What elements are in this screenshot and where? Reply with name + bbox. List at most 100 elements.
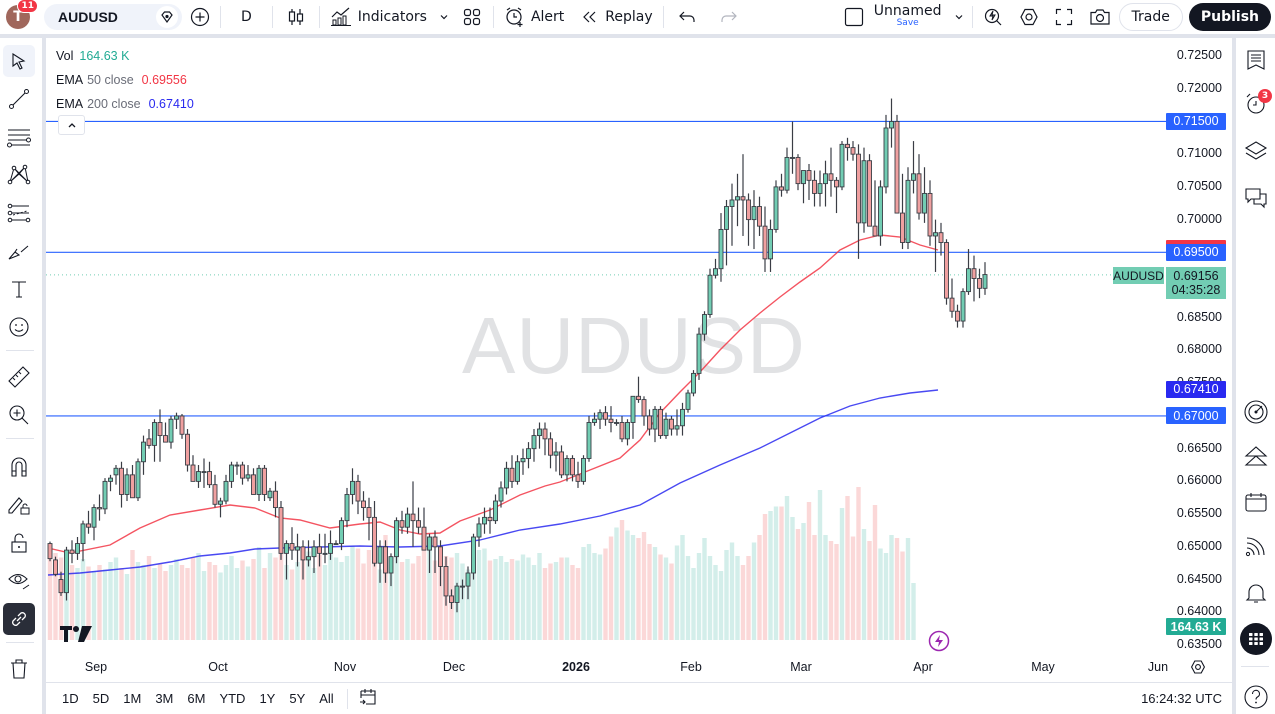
range-1d[interactable]: 1D: [62, 691, 79, 706]
products-button[interactable]: [1240, 623, 1272, 655]
help-button[interactable]: [1240, 681, 1272, 713]
price-axis-label: 0.68000: [1176, 342, 1222, 357]
price-chart[interactable]: [46, 38, 1232, 682]
object-tree-button[interactable]: [1240, 135, 1272, 167]
layers-icon: [1244, 141, 1268, 160]
target-button[interactable]: [1240, 396, 1272, 428]
projection-icon: [7, 203, 31, 223]
toolbar-divider: [492, 6, 494, 28]
range-ytd[interactable]: YTD: [219, 691, 246, 706]
range-1y[interactable]: 1Y: [259, 691, 276, 706]
lightning-indicator[interactable]: [928, 630, 950, 656]
user-avatar[interactable]: T 11: [6, 0, 38, 29]
range-5d[interactable]: 5D: [92, 691, 110, 706]
toolbar-divider: [346, 688, 348, 709]
range-5y[interactable]: 5Y: [289, 691, 306, 706]
indicators-button[interactable]: Indicators: [322, 0, 435, 35]
interval-button[interactable]: D: [223, 0, 270, 35]
fib-tool[interactable]: [3, 121, 35, 153]
legend-collapse-button[interactable]: [58, 115, 85, 135]
text-icon: [12, 281, 26, 298]
compare-symbol-button[interactable]: [182, 0, 218, 35]
ideas-button[interactable]: [1240, 440, 1272, 472]
tradingview-logo[interactable]: [60, 626, 92, 646]
cursor-tool[interactable]: [3, 45, 35, 77]
rewind-icon: [583, 11, 596, 23]
price-axis-label: 0.70500: [1176, 178, 1222, 193]
chevron-down-icon: [440, 15, 448, 20]
tradingview-logo-icon: [60, 626, 92, 642]
alert-button[interactable]: Alert: [496, 0, 572, 35]
settings-button[interactable]: [1011, 0, 1047, 35]
chart-type-button[interactable]: [275, 0, 317, 35]
legend-ema50-value: 0.69556: [141, 73, 187, 87]
zoom-in-tool[interactable]: [3, 399, 35, 431]
hide-drawings-tool[interactable]: [3, 565, 35, 597]
legend-vol-value: 164.63 K: [79, 49, 130, 63]
toolbar-divider: [6, 350, 34, 351]
news-button[interactable]: [1240, 531, 1272, 563]
avatar-letter: T: [13, 9, 23, 25]
axis-settings-button[interactable]: [1190, 659, 1206, 679]
alarm-clock-icon: [1246, 93, 1265, 114]
legend-ema200[interactable]: EMA 200 close 0.67410: [56, 92, 194, 116]
notification-badge: 11: [17, 0, 38, 13]
fullscreen-button[interactable]: [1047, 0, 1081, 35]
price-line-tag: 0.67000: [1166, 407, 1226, 425]
measure-tool[interactable]: [3, 361, 35, 393]
lock-drawings-tool[interactable]: [3, 489, 35, 521]
alerts-button[interactable]: 3: [1240, 88, 1272, 120]
candles-icon: [288, 9, 303, 25]
brush-tool[interactable]: [3, 235, 35, 267]
snapshot-button[interactable]: [1081, 0, 1119, 35]
time-axis-label: Dec: [442, 660, 466, 674]
clock-timezone[interactable]: 16:24:32 UTC: [1141, 691, 1222, 706]
legend-volume[interactable]: Vol 164.63 K: [56, 44, 194, 68]
fullscreen-icon: [1055, 8, 1072, 26]
symbol-search[interactable]: AUDUSD: [44, 4, 182, 30]
go-to-date-button[interactable]: [358, 687, 378, 710]
layout-dropdown[interactable]: [948, 0, 970, 35]
indicators-dropdown[interactable]: [435, 0, 453, 35]
forecast-tool[interactable]: [3, 197, 35, 229]
lock-all-tool[interactable]: [3, 527, 35, 559]
legend-ema200-name: EMA: [56, 97, 84, 111]
range-all[interactable]: All: [319, 691, 334, 706]
link-icon: [12, 612, 26, 626]
remove-drawings-tool[interactable]: [3, 653, 35, 685]
legend-vol-name: Vol: [56, 49, 74, 63]
trade-label: Trade: [1131, 9, 1170, 25]
notifications-button[interactable]: [1240, 577, 1272, 609]
layout-checkbox[interactable]: [840, 0, 868, 35]
symbol-info-icon[interactable]: [156, 6, 178, 28]
layouts-button[interactable]: [453, 0, 491, 35]
legend-ema50[interactable]: EMA 50 close 0.69556: [56, 68, 194, 92]
pattern-tool[interactable]: [3, 159, 35, 191]
rss-icon: [1245, 537, 1265, 557]
watchlist-icon: [1247, 50, 1265, 70]
quick-search-button[interactable]: [975, 0, 1011, 35]
text-tool[interactable]: [3, 273, 35, 305]
undo-button[interactable]: [666, 0, 708, 35]
toolbar-divider: [271, 6, 273, 28]
magnet-tool[interactable]: [3, 451, 35, 483]
replay-button[interactable]: Replay: [572, 0, 660, 35]
range-1m[interactable]: 1M: [123, 691, 142, 706]
ruler-icon: [8, 366, 30, 388]
redo-button[interactable]: [708, 0, 750, 35]
layout-name-button[interactable]: Unnamed Save: [868, 4, 948, 29]
sync-drawings-tool[interactable]: [3, 603, 35, 635]
trade-button[interactable]: Trade: [1118, 3, 1183, 31]
range-3m[interactable]: 3M: [155, 691, 174, 706]
chats-button[interactable]: [1240, 182, 1272, 214]
trend-line-tool[interactable]: [3, 83, 35, 115]
publish-button[interactable]: Publish: [1188, 3, 1271, 31]
range-6m[interactable]: 6M: [187, 691, 206, 706]
magnet-icon: [11, 457, 27, 477]
unlock-icon: [11, 533, 27, 553]
calendar-button[interactable]: [1240, 486, 1272, 518]
emoji-tool[interactable]: [3, 311, 35, 343]
watchlist-button[interactable]: [1240, 44, 1272, 76]
chart-panel[interactable]: AUDUSD Vol 164.63 K EMA 50 close 0.69556…: [46, 38, 1232, 714]
trash-icon: [11, 659, 27, 679]
